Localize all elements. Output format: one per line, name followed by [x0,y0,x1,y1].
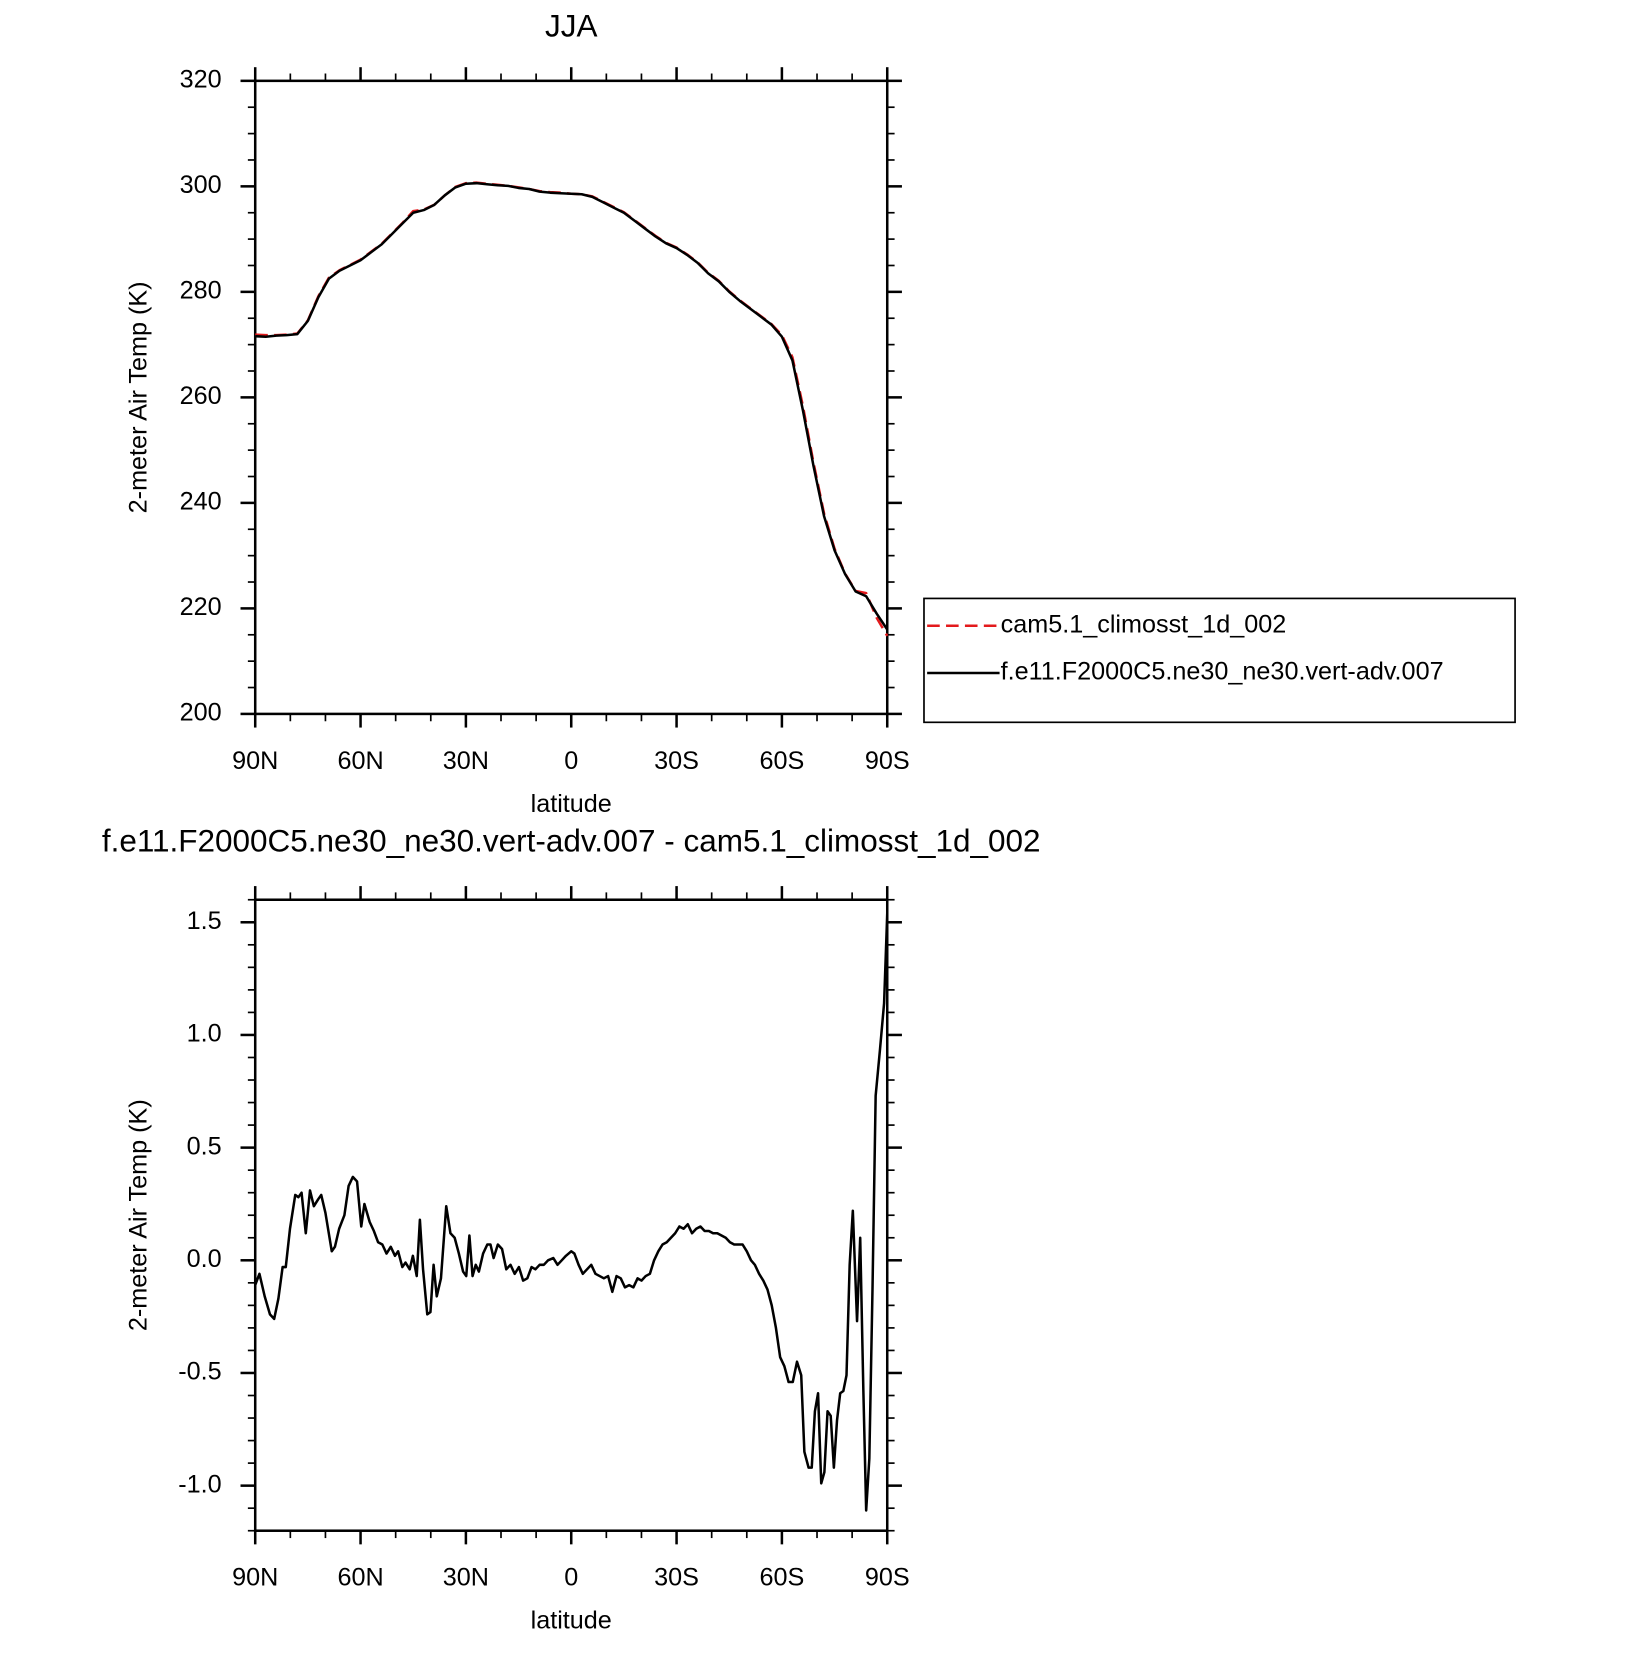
x-tick-label: 90N [232,1564,278,1592]
y-axis-label: 2-meter Air Temp (K) [124,1099,152,1331]
y-tick-label: 300 [180,171,222,199]
plot-frame [253,898,889,1532]
y-tick-label: 240 [180,488,222,516]
y-tick-label: 0.5 [187,1132,222,1160]
legend-box [923,597,1516,724]
x-axis-label: latitude [531,1607,612,1635]
x-tick-label: 90S [865,747,910,775]
x-tick-label: 60N [337,1564,383,1592]
x-tick-label: 0 [564,1564,578,1592]
y-tick-label: 260 [180,382,222,410]
data-line [254,913,889,1512]
x-tick-label: 60S [759,1564,804,1592]
legend-label: f.e11.F2000C5.ne30_ne30.vert-adv.007 [1001,658,1444,686]
y-tick-label: 1.5 [187,907,222,935]
y-tick-label: 0.0 [187,1245,222,1273]
x-tick-label: 30N [443,747,489,775]
y-tick-label: -0.5 [178,1358,221,1386]
y-tick-label: -1.0 [178,1470,221,1498]
plot-frame [253,79,889,716]
x-tick-label: 30N [443,1564,489,1592]
y-tick-label: 280 [180,277,222,305]
x-tick-label: 30S [654,747,699,775]
y-tick-label: 320 [180,65,222,93]
chart-title: f.e11.F2000C5.ne30_ne30.vert-adv.007 - c… [102,822,1041,858]
x-tick-label: 90S [865,1564,910,1592]
y-tick-label: 220 [180,593,222,621]
x-tick-label: 60S [759,747,804,775]
x-axis-label: latitude [531,790,612,818]
x-tick-label: 90N [232,747,278,775]
data-line [255,181,889,631]
x-tick-label: 30S [654,1564,699,1592]
x-tick-label: 0 [564,747,578,775]
legend-label: cam5.1_climosst_1d_002 [1001,610,1287,638]
data-line [255,181,889,637]
x-tick-label: 60N [337,747,383,775]
y-tick-label: 1.0 [187,1020,222,1048]
chart-title: JJA [545,8,597,44]
y-tick-label: 200 [180,699,222,727]
y-axis-label: 2-meter Air Temp (K) [124,281,152,513]
